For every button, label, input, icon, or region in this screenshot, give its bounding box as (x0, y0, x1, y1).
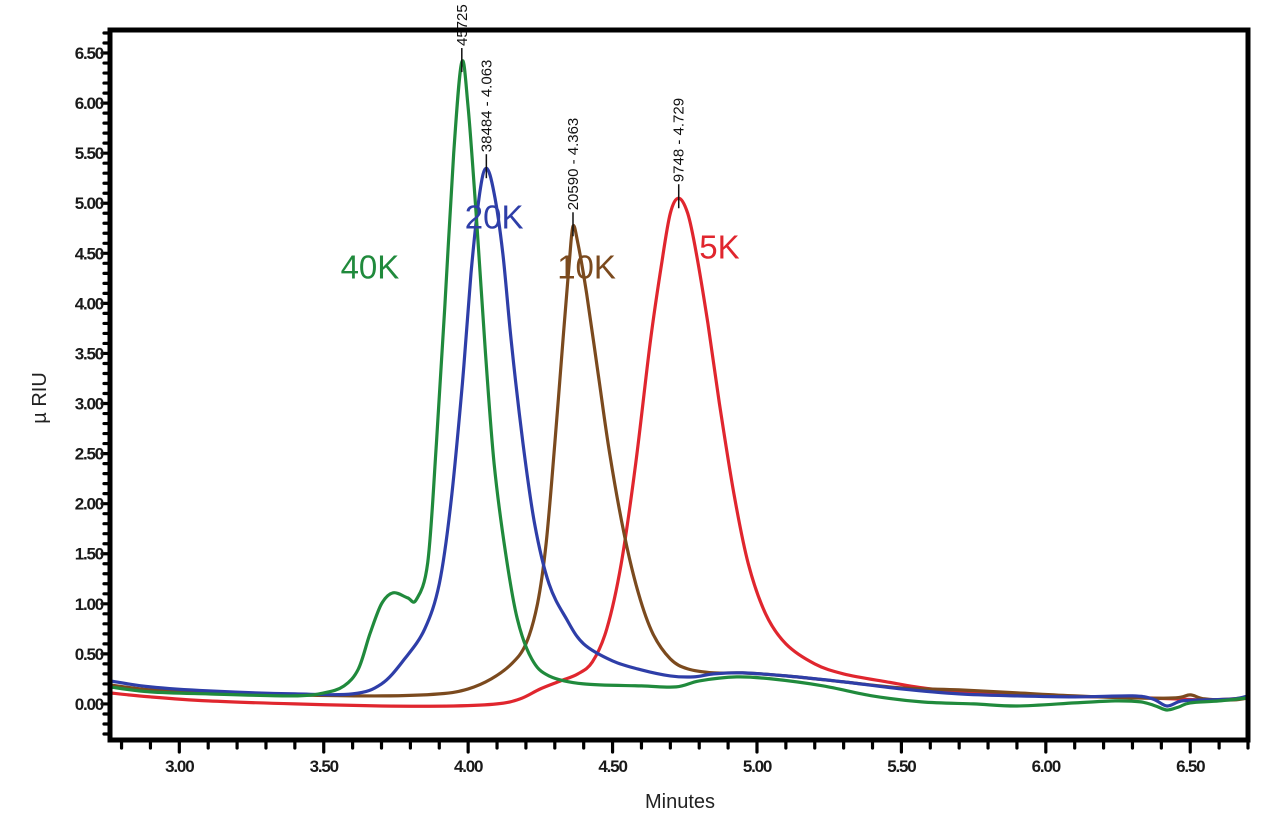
y-axis: 0.00 0.50 1.00 1.50 2.00 2.50 3.00 3.50 4.00 4.50… (75, 31, 112, 736)
x-tick-label: 5.00 (743, 757, 772, 776)
x-tick-label: 3.50 (310, 757, 339, 776)
y-tick-label: 4.00 (75, 294, 104, 313)
y-tick-label: 0.50 (75, 645, 104, 664)
x-tick-label: 3.00 (165, 757, 194, 776)
series-layer (108, 59, 1250, 712)
annotation-layer: 9748 - 4.729 5K 20590 - 4.363 10K 38484 - 4.… (341, 0, 740, 285)
y-tick-label: 3.50 (75, 344, 104, 363)
series-line-20k (108, 166, 1250, 708)
series-label-20k: 20K (465, 198, 524, 235)
y-tick-label: 6.00 (75, 94, 104, 113)
x-tick-label: 4.00 (454, 757, 483, 776)
x-tick-label: 6.50 (1176, 757, 1205, 776)
series-line-40k (108, 59, 1250, 712)
series-label-5k: 5K (699, 228, 739, 265)
y-tick-label: 1.50 (75, 545, 104, 564)
y-tick-label: 2.50 (75, 445, 104, 464)
x-tick-label: 5.50 (887, 757, 916, 776)
y-tick-label: 0.00 (75, 695, 104, 714)
series-label-40k: 40K (341, 248, 400, 285)
y-tick-label: 2.00 (75, 495, 104, 514)
y-tick-label: 6.50 (75, 44, 104, 63)
y-tick-label: 4.50 (75, 244, 104, 263)
peak-label-20k: 38484 - 4.063 (478, 60, 495, 153)
y-axis-title: µ RIU (29, 372, 51, 424)
x-axis: 3.00 3.50 4.00 4.50 5.00 5.50 6.00 6.50 (119, 738, 1250, 776)
x-tick-label: 6.00 (1032, 757, 1061, 776)
x-axis-title: Minutes (645, 791, 715, 813)
y-tick-label: 5.00 (75, 194, 104, 213)
series-label-10k: 10K (557, 248, 616, 285)
x-tick-label: 4.50 (598, 757, 627, 776)
y-tick-label: 3.00 (75, 395, 104, 414)
peak-label-5k: 9748 - 4.729 (671, 98, 688, 182)
y-tick-label: 1.00 (75, 595, 104, 614)
y-tick-label: 5.50 (75, 144, 104, 163)
peak-label-10k: 20590 - 4.363 (565, 118, 582, 211)
peak-label-40k: 45725 - 3.978 (454, 0, 471, 46)
series-line-10k (108, 223, 1250, 702)
